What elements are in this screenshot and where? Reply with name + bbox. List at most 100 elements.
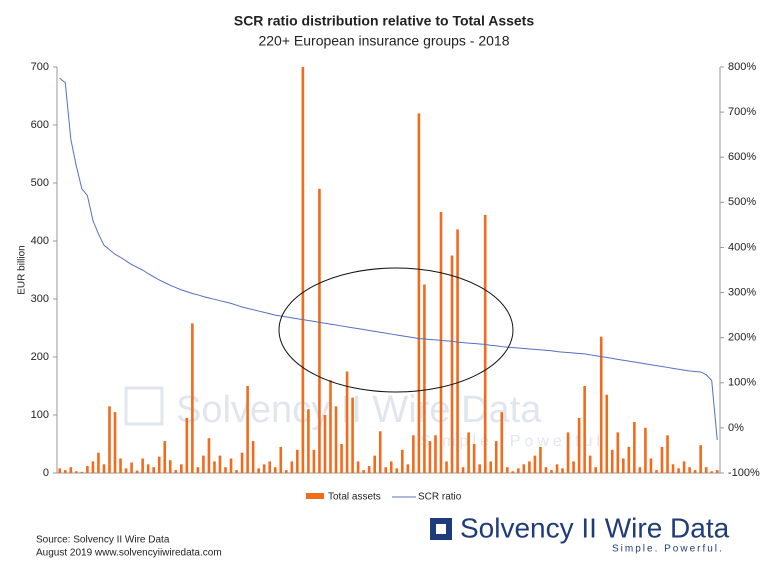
- bar: [80, 471, 84, 473]
- bar: [461, 467, 465, 473]
- bar: [533, 455, 537, 473]
- bar: [395, 468, 399, 473]
- bar: [677, 468, 680, 473]
- bar: [605, 394, 609, 473]
- bar: [235, 470, 238, 473]
- bar: [284, 470, 288, 473]
- line: [59, 77, 718, 441]
- logo: Solvency II Wire Data Simple. Powerful.: [430, 512, 730, 555]
- watermark-icon: [124, 386, 164, 426]
- bar: [262, 464, 266, 473]
- y2-tick-label: 500%: [728, 196, 756, 208]
- bar: [467, 432, 470, 473]
- bar: [439, 212, 443, 473]
- y2-tick-label: 800%: [728, 61, 756, 73]
- bar: [389, 461, 393, 473]
- bar: [213, 461, 216, 473]
- bar: [124, 468, 128, 473]
- bar: [699, 445, 702, 473]
- y-tick-label: 600: [31, 119, 49, 131]
- bar: [58, 468, 62, 473]
- bar: [135, 470, 139, 473]
- bar: [511, 471, 515, 473]
- bar: [577, 417, 581, 473]
- bar: [638, 467, 642, 473]
- bar: [423, 284, 426, 473]
- bar: [334, 406, 338, 473]
- bar: [362, 470, 365, 473]
- bar: [63, 470, 67, 473]
- bar: [196, 467, 200, 473]
- chart-subtitle: 220+ European insurance groups - 2018: [258, 33, 509, 49]
- bar: [119, 458, 122, 473]
- bar: [218, 455, 222, 473]
- bar: [307, 409, 310, 473]
- bar: [633, 421, 636, 473]
- bar: [622, 458, 625, 473]
- bar: [384, 467, 388, 473]
- bar: [102, 464, 106, 473]
- bar: [406, 464, 410, 473]
- bar: [566, 432, 570, 473]
- bar: [301, 67, 305, 473]
- bar: [666, 435, 669, 473]
- bar: [528, 461, 531, 473]
- bar: [539, 446, 542, 473]
- bar: [329, 380, 332, 473]
- bar: [434, 435, 437, 473]
- watermark: Solvency II Wire Data Simple. Powerful.: [124, 386, 613, 450]
- bar: [75, 471, 78, 473]
- bar: [572, 461, 575, 473]
- y2-tick-label: -100%: [728, 467, 760, 479]
- bar: [561, 468, 564, 473]
- bar: [113, 412, 117, 473]
- bar: [610, 449, 614, 473]
- y2-tick-label: 600%: [728, 151, 756, 163]
- bar: [478, 464, 481, 473]
- source-text: Source: Solvency II Wire Data: [36, 535, 170, 546]
- y-tick-label: 100: [31, 409, 49, 421]
- logo-text: Solvency II Wire Data: [460, 512, 730, 543]
- y-tick-label: 500: [31, 177, 49, 189]
- y-tick-label: 0: [43, 467, 49, 479]
- bar: [594, 467, 597, 473]
- y-tick-label: 400: [31, 235, 49, 247]
- bar: [157, 456, 161, 473]
- bar: [682, 461, 686, 473]
- source-text: August 2019 www.solvencyiiwiredata.com: [36, 548, 222, 559]
- bar: [279, 446, 283, 473]
- bar: [224, 467, 227, 473]
- legend-label: SCR ratio: [418, 492, 462, 503]
- bar: [180, 464, 183, 473]
- bar: [715, 470, 719, 473]
- bar: [445, 461, 448, 473]
- bar: [163, 441, 167, 473]
- y-axis-label: EUR billion: [17, 245, 28, 294]
- bar: [290, 461, 294, 473]
- y2-tick-label: 200%: [728, 332, 756, 344]
- bar: [489, 461, 493, 473]
- legend-swatch: [306, 493, 324, 499]
- bar: [378, 431, 382, 473]
- bar: [373, 455, 376, 473]
- bar: [141, 458, 144, 473]
- watermark-tagline: Simple. Powerful.: [420, 433, 613, 450]
- bar: [401, 449, 404, 473]
- bar: [318, 188, 321, 474]
- bar: [412, 435, 415, 473]
- y2-tick-label: 400%: [728, 241, 756, 253]
- bar: [340, 444, 343, 473]
- y-tick-label: 200: [31, 351, 49, 363]
- bar: [627, 446, 631, 473]
- y2-tick-label: 700%: [728, 106, 756, 118]
- bar: [494, 441, 498, 473]
- chart-title: SCR ratio distribution relative to Total…: [234, 13, 534, 29]
- y2-tick-label: 100%: [728, 377, 756, 389]
- bar: [417, 113, 421, 474]
- bar: [268, 461, 272, 473]
- y2-tick-label: 300%: [728, 286, 756, 298]
- bar: [86, 466, 89, 473]
- bar: [550, 470, 553, 473]
- y-tick-label: 300: [31, 293, 49, 305]
